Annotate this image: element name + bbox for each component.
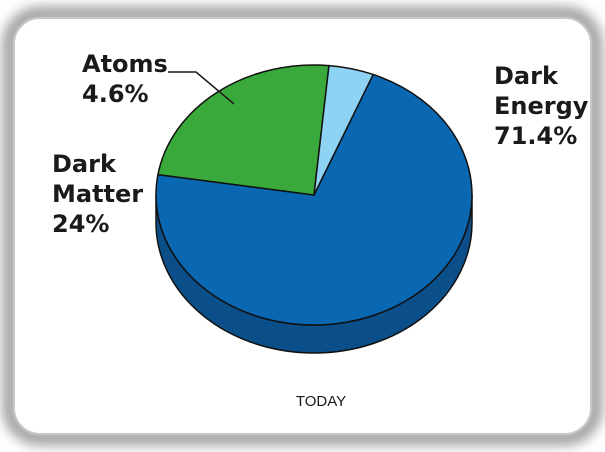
pie-slice-atoms [313,64,374,196]
atoms-label: Atoms 4.6% [82,50,176,108]
pie-top [155,64,473,326]
chart-caption: TODAY [296,393,346,410]
pie-slice-dark-matter [157,64,330,196]
pie-slice-dark-energy [155,73,473,326]
dark-matter-label: Dark Matter 24% [52,150,152,238]
atoms-leader-line [168,71,235,105]
dark-energy-label: Dark Energy 71.4% [494,62,597,150]
panel-glow [3,7,602,445]
